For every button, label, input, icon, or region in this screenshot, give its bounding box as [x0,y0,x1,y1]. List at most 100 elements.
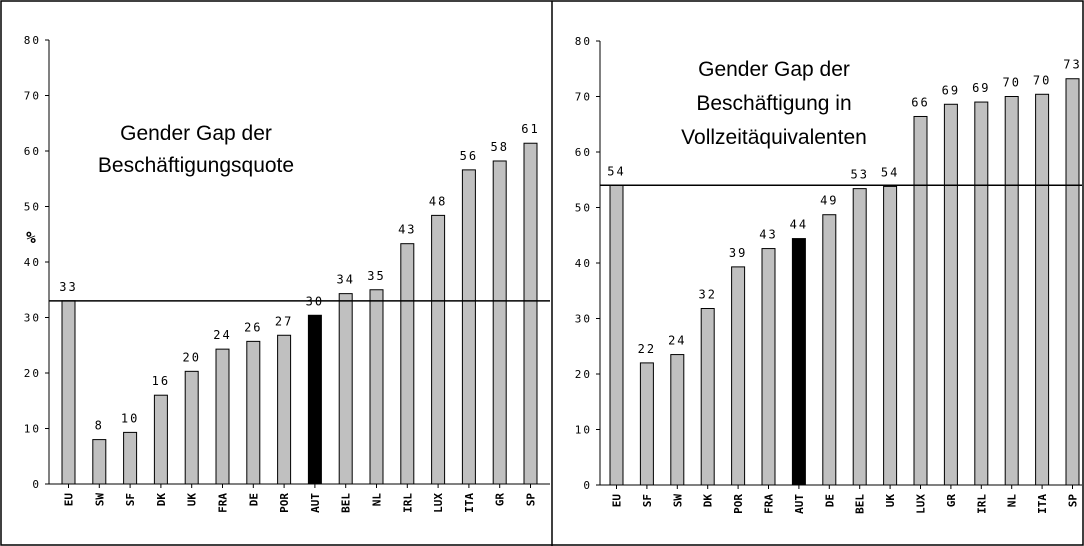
data-label: 39 [729,246,747,260]
y-tick-label: 70 [575,91,592,104]
x-tick-label: AUT [309,493,322,513]
data-label: 54 [881,165,899,179]
data-label: 69 [972,81,990,95]
x-tick-label: NL [371,493,384,507]
x-tick-label: POR [732,494,745,514]
x-tick-label: ITA [463,493,476,513]
x-tick-label: IRL [401,493,414,513]
x-tick-label: FRA [217,493,230,513]
x-tick-label: SP [525,493,538,507]
data-label: 43 [759,228,777,242]
bar [670,354,685,486]
x-tick-label: EU [63,493,76,507]
bar [369,289,384,485]
bar-highlight [307,314,322,485]
bar [61,300,76,485]
x-tick-label: UK [186,493,199,507]
chart-title-line: Gender Gap der [698,58,850,81]
data-label: 35 [367,269,385,283]
chart-title-line: Gender Gap der [120,122,272,145]
bar [913,115,928,486]
bar [639,362,654,486]
data-label: 33 [59,280,77,294]
data-label: 54 [607,164,625,178]
chart-panel-left: 0 10 20 30 40 50 60 70 80% 33 EU 8 SW 10 SF 16 DK 20 UK 24 F… [24,34,550,513]
bar [1004,96,1019,486]
x-tick-label: SW [93,493,106,507]
data-label: 32 [698,288,716,302]
x-tick-label: BEL [854,494,867,514]
data-label: 70 [1002,76,1020,90]
x-tick-label: DE [247,493,260,506]
bar [700,308,715,486]
bar [974,101,989,486]
x-tick-label: FRA [763,494,776,514]
data-label: 20 [182,350,200,364]
x-tick-label: SP [1067,494,1080,508]
data-label: 73 [1063,58,1081,72]
y-tick-label: 40 [24,256,41,269]
x-tick-label: DK [702,494,715,508]
bar [400,243,415,485]
bar [461,169,476,485]
y-tick-label: 50 [24,201,41,214]
y-tick-label: 20 [24,367,41,380]
bar [883,185,898,486]
y-tick-label: 80 [24,34,41,47]
data-label: 27 [275,314,293,328]
x-tick-label: IRL [975,494,988,514]
x-tick-label: BEL [340,493,353,513]
x-tick-label: DK [155,493,168,507]
x-tick-label: GR [945,494,958,508]
data-label: 34 [336,273,354,287]
x-tick-label: EU [611,494,624,508]
bar [277,334,292,485]
bar [431,214,446,485]
bar [184,370,199,485]
x-tick-label: POR [278,493,291,513]
data-label: 70 [1033,73,1051,87]
bar [943,103,958,486]
bar [215,348,230,485]
data-label: 26 [244,320,262,334]
y-axis-label: % [26,228,36,247]
y-tick-label: 80 [575,35,592,48]
data-label: 53 [850,168,868,182]
y-tick-label: 70 [24,90,41,103]
data-label: 16 [152,374,170,388]
y-tick-label: 40 [575,257,592,270]
y-tick-label: 30 [575,313,592,326]
chart-title-line: Vollzeitäquivalenten [681,126,867,149]
data-label: 43 [398,223,416,237]
y-tick-label: 10 [24,423,41,436]
chart-title-line: Beschäftigungsquote [98,154,294,177]
data-label: 44 [790,218,808,232]
bar [822,214,837,486]
chart-title-line: Beschäftigung in [696,92,851,115]
chart-panel-right: 0 10 20 30 40 50 60 70 80 54 EU 22 SF 24 SW 32 DK 39 POR 43… [575,35,1082,514]
y-tick-label: 10 [575,424,592,437]
y-tick-label: 30 [24,312,41,325]
bar [731,266,746,486]
x-tick-label: NL [1006,494,1019,508]
bar [492,160,507,485]
data-label: 58 [490,140,508,154]
bar [1035,93,1050,486]
data-label: 24 [668,334,686,348]
bar [92,439,107,485]
bar-highlight [791,238,806,486]
y-tick-label: 50 [575,202,592,215]
data-label: 69 [942,83,960,97]
bar [852,188,867,486]
data-label: 24 [213,328,231,342]
bar [609,184,624,486]
x-tick-label: SW [671,494,684,508]
data-label: 66 [911,95,929,109]
y-tick-label: 20 [575,368,592,381]
x-tick-label: LUX [915,494,928,514]
y-tick-label: 60 [575,146,592,159]
x-tick-label: UK [884,494,897,508]
data-label: 61 [521,122,539,136]
bar [523,142,538,485]
